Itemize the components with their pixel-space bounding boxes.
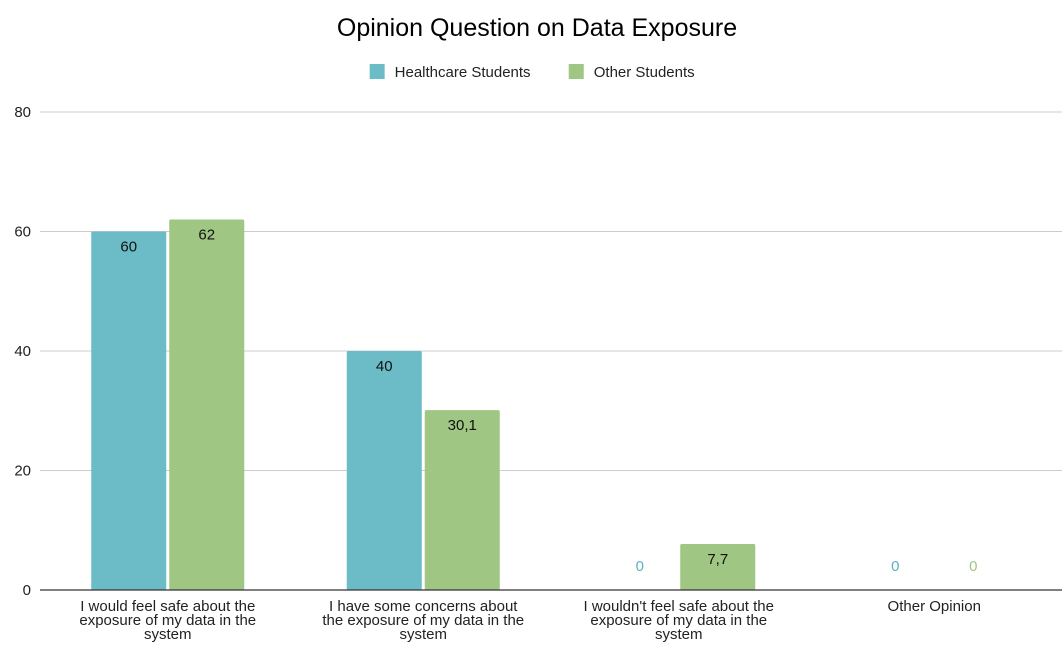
bar [91,231,167,590]
bars [91,219,756,591]
legend-swatch [568,64,584,79]
legend: Healthcare Students Other Students [369,64,695,81]
legend-label: Other Students [594,64,695,81]
x-axis-categories: I would feel safe about the exposure of m… [79,598,981,643]
data-label: 60 [120,239,137,256]
x-category-label: I would feel safe about the exposure of m… [79,598,256,643]
x-category-label: Other Opinion [888,598,981,615]
y-axis-ticks: 0 20 40 60 80 [14,104,31,599]
bar [424,410,500,590]
y-tick-label: 20 [14,463,31,480]
x-category-label: I wouldn't feel safe about the exposure o… [584,598,775,643]
x-category-label: I have some concerns about the exposure o… [322,598,524,643]
bar [346,351,422,590]
data-label: 7,7 [707,551,728,568]
y-tick-label: 0 [23,582,31,599]
y-tick-label: 80 [14,104,31,121]
y-tick-label: 40 [14,343,31,360]
legend-label: Healthcare Students [395,64,531,81]
data-label: 0 [891,558,899,575]
bar [169,219,245,591]
data-label: 40 [376,358,393,375]
legend-swatch [369,64,385,79]
data-label: 0 [636,558,644,575]
data-label: 0 [969,558,977,575]
bar [680,543,756,590]
data-label: 62 [198,227,215,244]
data-label: 30,1 [448,417,477,434]
value-labels: 60 62 40 30,1 0 7,7 0 0 [120,227,977,575]
chart-title: Opinion Question on Data Exposure [337,14,737,42]
y-tick-label: 60 [14,224,31,241]
